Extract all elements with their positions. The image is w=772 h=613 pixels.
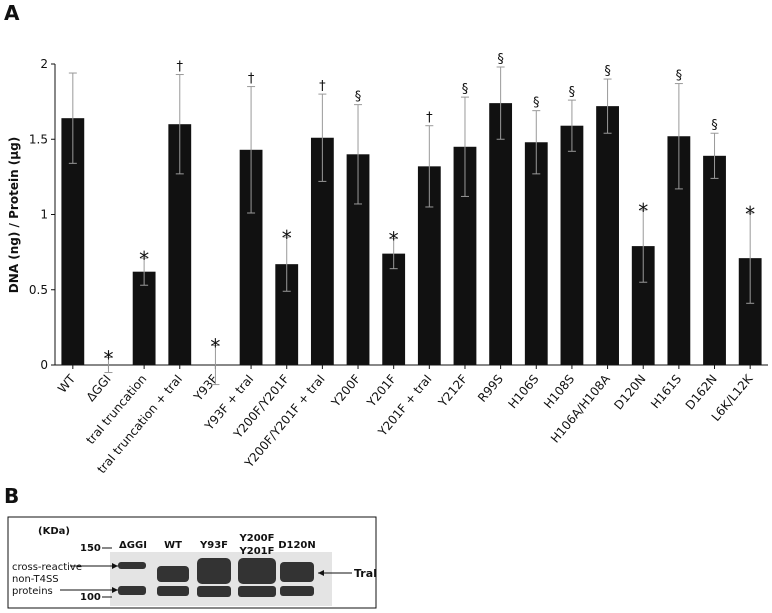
significance-marker: §	[604, 64, 611, 79]
significance-marker: †	[319, 79, 326, 94]
bar	[738, 258, 762, 365]
bar	[310, 137, 334, 365]
error-bar	[247, 86, 256, 214]
significance-marker: §	[569, 85, 576, 100]
band-label: TraI	[354, 567, 377, 580]
y-tick-label: 0	[40, 358, 48, 372]
error-bar	[532, 110, 541, 175]
error-bar	[746, 212, 755, 304]
error-bar	[104, 356, 113, 374]
note-line: proteins	[12, 586, 53, 597]
note-line: cross-reactive	[12, 562, 82, 573]
error-bar	[68, 72, 77, 164]
y-tick-label: 2	[40, 57, 48, 71]
y-axis-title: DNA (ng) / Protein (µg)	[7, 137, 21, 293]
bar	[489, 103, 513, 365]
x-tick-label: H108S	[541, 372, 577, 411]
error-bar	[496, 66, 505, 140]
error-bar	[354, 104, 363, 205]
x-tick-label: Y200F	[328, 372, 363, 410]
x-tick-label: Y212F	[435, 372, 470, 410]
bar	[667, 136, 691, 365]
significance-marker: †	[426, 111, 433, 126]
lane-label: WT	[164, 540, 182, 551]
x-tick-label: Y93F	[190, 372, 220, 404]
significance-marker: *	[103, 346, 113, 370]
mw-label: 150	[80, 543, 101, 554]
y-tick-label: 0.5	[29, 283, 48, 297]
lane-label: D120N	[278, 540, 316, 551]
lane-label: Y200F Y201F	[239, 533, 275, 557]
lane-label: ΔGGI	[119, 540, 147, 551]
note-line: non-T4SS	[12, 574, 59, 585]
error-bar	[639, 209, 648, 283]
x-tick-label: R99S	[475, 372, 506, 405]
x-tick-label: D120N	[611, 372, 648, 413]
error-bar	[211, 344, 220, 386]
y-tick-label: 1	[40, 208, 48, 222]
significance-marker: †	[248, 72, 255, 87]
error-bar	[567, 99, 576, 152]
bar	[703, 155, 726, 365]
bar	[239, 149, 263, 365]
bar	[417, 166, 441, 365]
significance-marker: §	[462, 82, 469, 97]
significance-marker: §	[355, 90, 362, 105]
x-tick-label: ΔGGI	[84, 372, 114, 404]
bar	[61, 118, 85, 366]
significance-marker: *	[389, 228, 399, 252]
significance-marker: *	[638, 199, 648, 223]
error-bar	[175, 74, 184, 175]
bar	[596, 106, 619, 365]
x-tick-label: H106S	[505, 372, 541, 411]
significance-marker: *	[745, 202, 755, 226]
x-tick-label: Y201F	[364, 372, 399, 410]
significance-marker: §	[497, 52, 504, 67]
blot-bands	[118, 558, 314, 597]
x-tick-label: D162N	[683, 372, 720, 413]
error-bar	[460, 96, 469, 197]
unit-label: (KDa)	[38, 526, 70, 537]
bar	[382, 253, 406, 365]
error-bar	[425, 125, 434, 208]
panel-label: B	[4, 484, 19, 508]
arrow-head	[112, 587, 118, 593]
error-bar	[674, 83, 683, 190]
arrow-head	[112, 563, 118, 569]
lane-label: Y93F	[199, 540, 228, 551]
bar	[275, 264, 299, 365]
significance-marker: *	[139, 247, 149, 271]
error-bar	[389, 238, 398, 270]
bar	[168, 124, 192, 365]
error-bar	[318, 93, 327, 182]
error-bar	[140, 257, 149, 286]
significance-marker: §	[676, 69, 683, 84]
mw-label: 100	[80, 592, 101, 603]
bar	[132, 271, 156, 365]
blot-panel: (KDa) 150 100 ΔGGI WT Y93F Y200F Y201F D1…	[7, 516, 377, 609]
significance-marker: †	[177, 60, 184, 75]
significance-marker: *	[282, 226, 292, 250]
significance-marker: *	[210, 334, 220, 358]
error-bar	[603, 78, 612, 134]
y-tick-label: 1.5	[29, 132, 48, 146]
panel-label: A	[4, 1, 20, 25]
bar	[560, 125, 584, 365]
x-tick-label: H161S	[648, 372, 684, 411]
bar	[346, 154, 370, 365]
x-tick-label: WT	[55, 371, 78, 395]
side-note: cross-reactive non-T4SS proteins	[12, 562, 82, 597]
bar	[453, 146, 477, 365]
bar	[631, 246, 655, 365]
arrow-head	[318, 570, 324, 576]
bar	[524, 142, 548, 365]
significance-marker: §	[711, 118, 718, 133]
error-bar	[710, 132, 719, 179]
error-bar	[282, 236, 291, 292]
significance-marker: §	[533, 96, 540, 111]
